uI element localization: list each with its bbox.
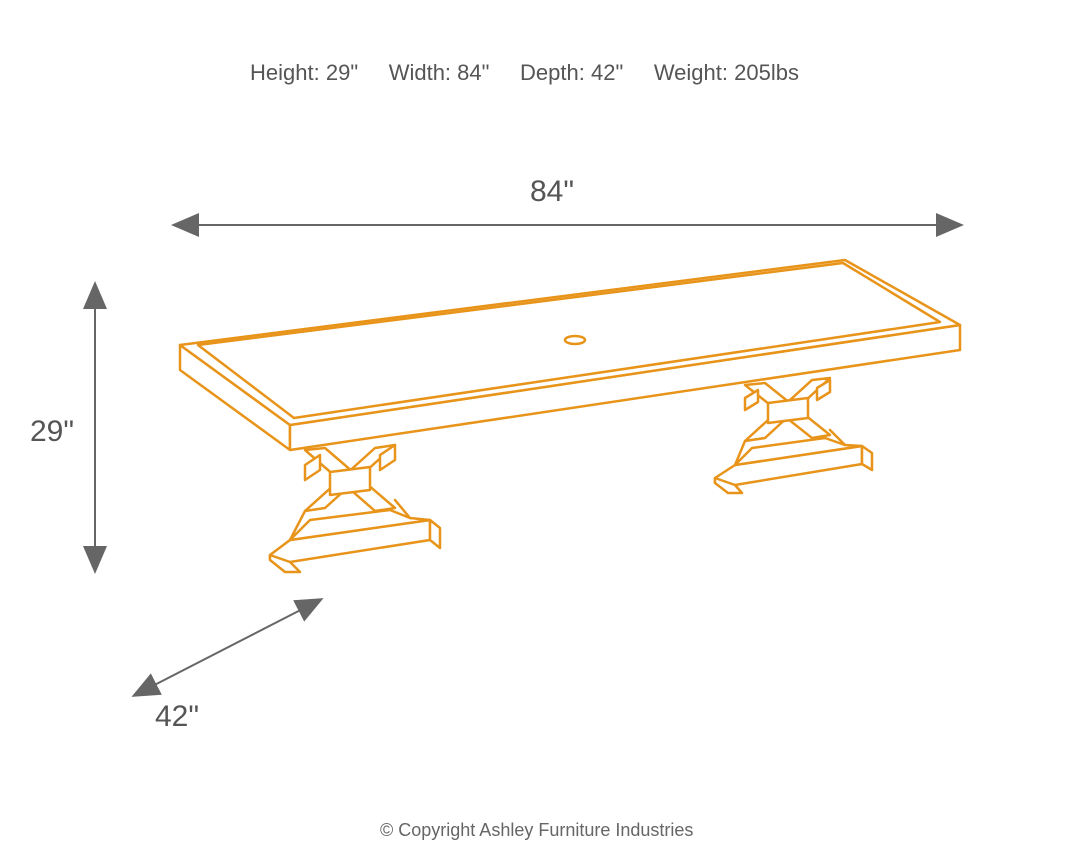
copyright-text: © Copyright Ashley Furniture Industries bbox=[380, 820, 693, 841]
table-illustration bbox=[180, 260, 960, 572]
dimension-label-depth: 42" bbox=[155, 700, 199, 734]
dimension-label-width: 84" bbox=[530, 175, 574, 209]
dimension-arrow-depth bbox=[135, 600, 320, 695]
diagram-container: Height: 29" Width: 84" Depth: 42" Weight… bbox=[0, 0, 1080, 864]
dimension-label-height: 29" bbox=[30, 415, 74, 449]
diagram-svg bbox=[0, 0, 1080, 864]
